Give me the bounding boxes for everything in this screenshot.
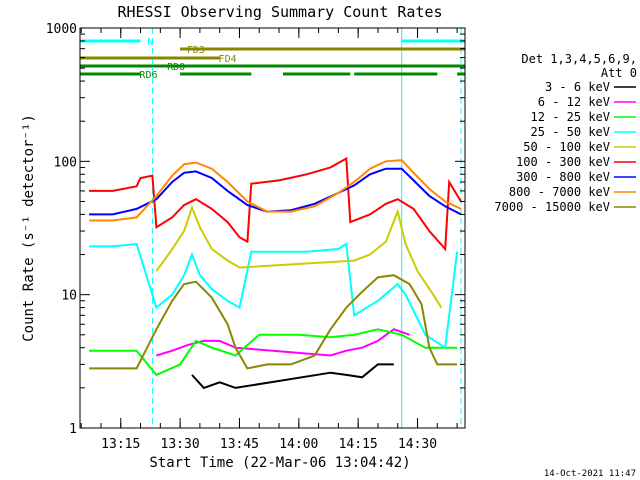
- series-line-7: [89, 159, 462, 222]
- y-axis-label: Count Rate (s⁻¹ detector⁻¹): [21, 114, 37, 342]
- series-line-8: [89, 274, 458, 370]
- y-tick-label-1000: 1000: [46, 22, 77, 37]
- series-line-3: [89, 242, 459, 350]
- footer-timestamp: 14-Oct-2021 11:47: [544, 469, 636, 479]
- legend-label-7: 800 - 7000 keV: [509, 185, 610, 199]
- y-tick-label-10: 10: [61, 289, 77, 304]
- x-tick-label-1430: 14:30: [398, 437, 437, 452]
- y-tick-label-1: 1: [69, 422, 77, 437]
- legend-label-3: 25 - 50 keV: [531, 125, 610, 139]
- legend-label-6: 300 - 800 keV: [516, 170, 610, 184]
- x-axis-label: Start Time (22-Mar-06 13:04:42): [149, 455, 410, 471]
- flag-label-n: N: [147, 37, 153, 48]
- legend-label-1: 6 - 12 keV: [538, 95, 610, 109]
- plot-frame: [79, 27, 466, 429]
- series-line-5: [89, 156, 462, 252]
- legend-header-line-0: Det 1,3,4,5,6,9,: [521, 52, 637, 66]
- series-line-0: [191, 363, 394, 390]
- legend-label-0: 3 - 6 keV: [545, 80, 610, 94]
- legend-label-8: 7000 - 15000 keV: [494, 200, 610, 214]
- flag-label-rd6: RD6: [139, 70, 157, 81]
- x-tick-label-1330: 13:30: [161, 437, 200, 452]
- flag-label-fd3: FD3: [187, 45, 205, 56]
- x-tick-label-1415: 14:15: [339, 437, 378, 452]
- legend-label-5: 100 - 300 keV: [516, 155, 610, 169]
- x-tick-label-1315: 13:15: [101, 437, 140, 452]
- legend-header-line-1: Att 0: [601, 66, 637, 80]
- flag-label-rd0: RD0: [167, 62, 185, 73]
- chart-title: RHESSI Observing Summary Count Rates: [117, 3, 442, 21]
- flag-label-fd4: FD4: [219, 54, 237, 65]
- series-line-1: [156, 328, 410, 357]
- x-tick-label-1345: 13:45: [220, 437, 259, 452]
- x-tick-label-1400: 14:00: [279, 437, 318, 452]
- y-tick-label-100: 100: [54, 155, 77, 170]
- legend-label-2: 12 - 25 keV: [531, 110, 610, 124]
- series-line-4: [155, 204, 443, 309]
- axes: 1 10 100 1000 13:15 13:30 13:45 14:00 14:15 14:30: [46, 22, 466, 452]
- legend-label-4: 50 - 100 keV: [523, 140, 610, 154]
- series-line-2: [89, 328, 458, 377]
- plot-area: N FD3 FD4 RD0 RD6: [79, 28, 465, 428]
